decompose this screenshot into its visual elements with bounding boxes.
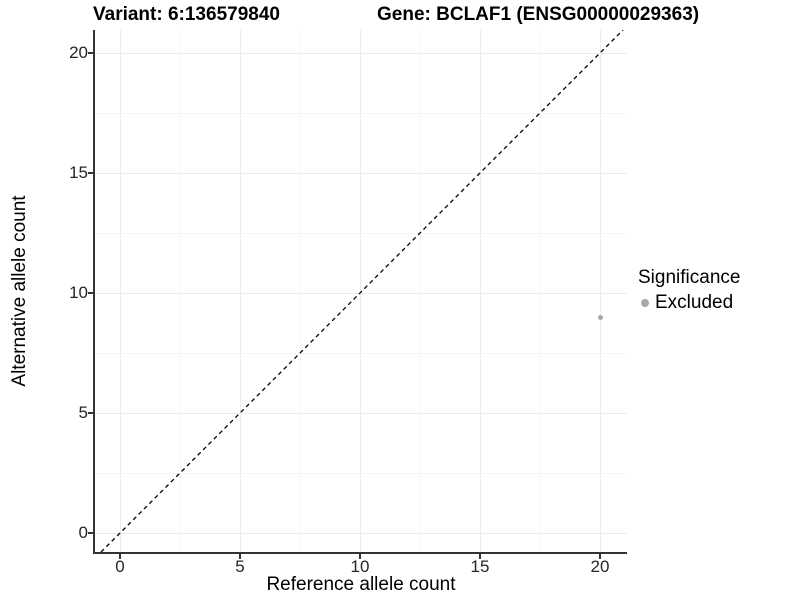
plot-title-variant: Variant: 6:136579840 xyxy=(93,4,280,25)
x-tick-label: 20 xyxy=(590,557,610,576)
x-tick-label: 10 xyxy=(350,557,370,576)
x-tick-label: 5 xyxy=(235,557,245,576)
y-tick-label: 20 xyxy=(69,43,88,62)
legend-title: Significance xyxy=(638,267,741,288)
legend-item-label: Excluded xyxy=(655,292,734,313)
x-tick-mark xyxy=(479,554,481,559)
gridline-major-vertical xyxy=(479,30,481,552)
gridline-minor-horizontal xyxy=(95,472,627,474)
gridline-major-vertical xyxy=(359,30,361,552)
y-tick-mark xyxy=(88,412,93,414)
x-tick-label: 15 xyxy=(470,557,490,576)
y-tick-label: 0 xyxy=(78,523,88,542)
y-tick-label: 5 xyxy=(78,403,88,422)
gridline-minor-vertical xyxy=(299,30,301,552)
gridline-major-horizontal xyxy=(95,532,627,534)
legend-item-excluded: Excluded xyxy=(638,292,740,314)
gridline-major-horizontal xyxy=(95,172,627,174)
x-tick-label: 0 xyxy=(115,557,125,576)
legend: Significance Excluded xyxy=(638,267,740,314)
gridline-minor-horizontal xyxy=(95,232,627,234)
plot-panel xyxy=(95,30,627,552)
data-point xyxy=(597,314,603,320)
legend-point-icon xyxy=(641,299,649,307)
x-tick-mark xyxy=(359,554,361,559)
gridline-major-horizontal xyxy=(95,292,627,294)
y-tick-label: 10 xyxy=(69,283,88,302)
gridline-minor-vertical xyxy=(539,30,541,552)
gridline-major-vertical xyxy=(239,30,241,552)
gridline-minor-vertical xyxy=(419,30,421,552)
x-axis-title: Reference allele count xyxy=(266,574,456,595)
y-tick-mark xyxy=(88,532,93,534)
identity-dashed-line xyxy=(100,30,624,552)
x-tick-mark xyxy=(599,554,601,559)
y-tick-mark xyxy=(88,172,93,174)
gridline-minor-vertical xyxy=(179,30,181,552)
gridline-major-vertical xyxy=(119,30,121,552)
gridline-minor-horizontal xyxy=(95,352,627,354)
x-tick-mark xyxy=(119,554,121,559)
x-axis-line xyxy=(93,552,627,554)
gridline-major-horizontal xyxy=(95,52,627,54)
gridline-major-horizontal xyxy=(95,412,627,414)
y-axis-line xyxy=(93,30,95,554)
plot-title-gene: Gene: BCLAF1 (ENSG00000029363) xyxy=(377,4,700,25)
y-tick-mark xyxy=(88,292,93,294)
x-tick-mark xyxy=(239,554,241,559)
y-axis-title: Alternative allele count xyxy=(9,195,30,387)
gridline-major-vertical xyxy=(599,30,601,552)
gridline-minor-horizontal xyxy=(95,112,627,114)
y-tick-mark xyxy=(88,52,93,54)
y-tick-label: 15 xyxy=(69,163,88,182)
